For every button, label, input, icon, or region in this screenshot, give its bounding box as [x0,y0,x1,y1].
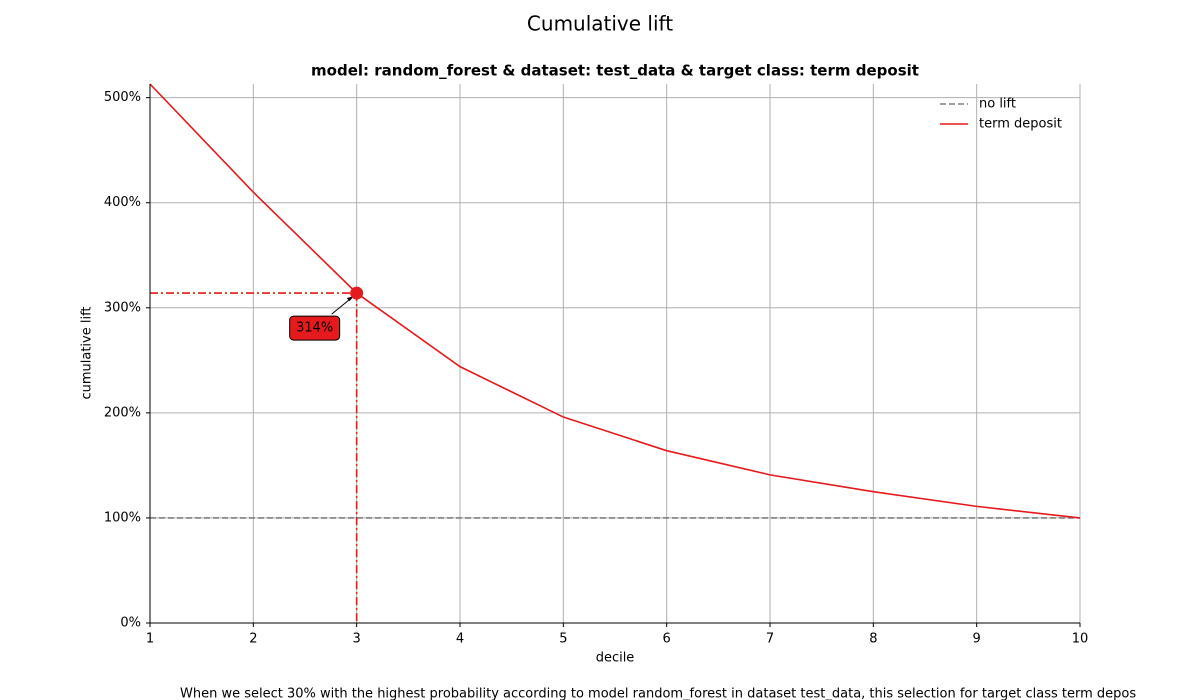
x-tick-label: 5 [559,632,567,647]
y-tick-label: 0% [120,616,141,631]
legend-label: term deposit [979,117,1062,132]
y-tick-label: 100% [104,510,141,525]
chart-title: Cumulative lift [527,12,673,36]
legend-label: no lift [979,97,1016,112]
series-line [149,83,1081,519]
chart-subtitle: model: random_forest & dataset: test_dat… [311,62,919,80]
x-tick-label: 4 [456,632,464,647]
y-tick-label: 400% [104,195,141,210]
x-tick-label: 1 [146,632,154,647]
highlight-point [350,286,364,300]
y-tick-label: 200% [104,405,141,420]
annotation-box [289,315,341,341]
annotation-label: 314% [296,321,333,336]
x-tick-label: 6 [663,632,671,647]
x-tick-label: 8 [869,632,877,647]
x-tick-label: 10 [1072,632,1089,647]
footnote: When we select 30% with the highest prob… [180,687,1136,700]
x-tick-label: 2 [249,632,257,647]
y-tick-label: 500% [104,90,141,105]
x-axis-label: decile [596,651,635,666]
x-tick-label: 7 [766,632,774,647]
x-tick-label: 9 [973,632,981,647]
y-tick-label: 300% [104,300,141,315]
y-axis-label: cumulative lift [80,306,95,399]
x-tick-label: 3 [353,632,361,647]
